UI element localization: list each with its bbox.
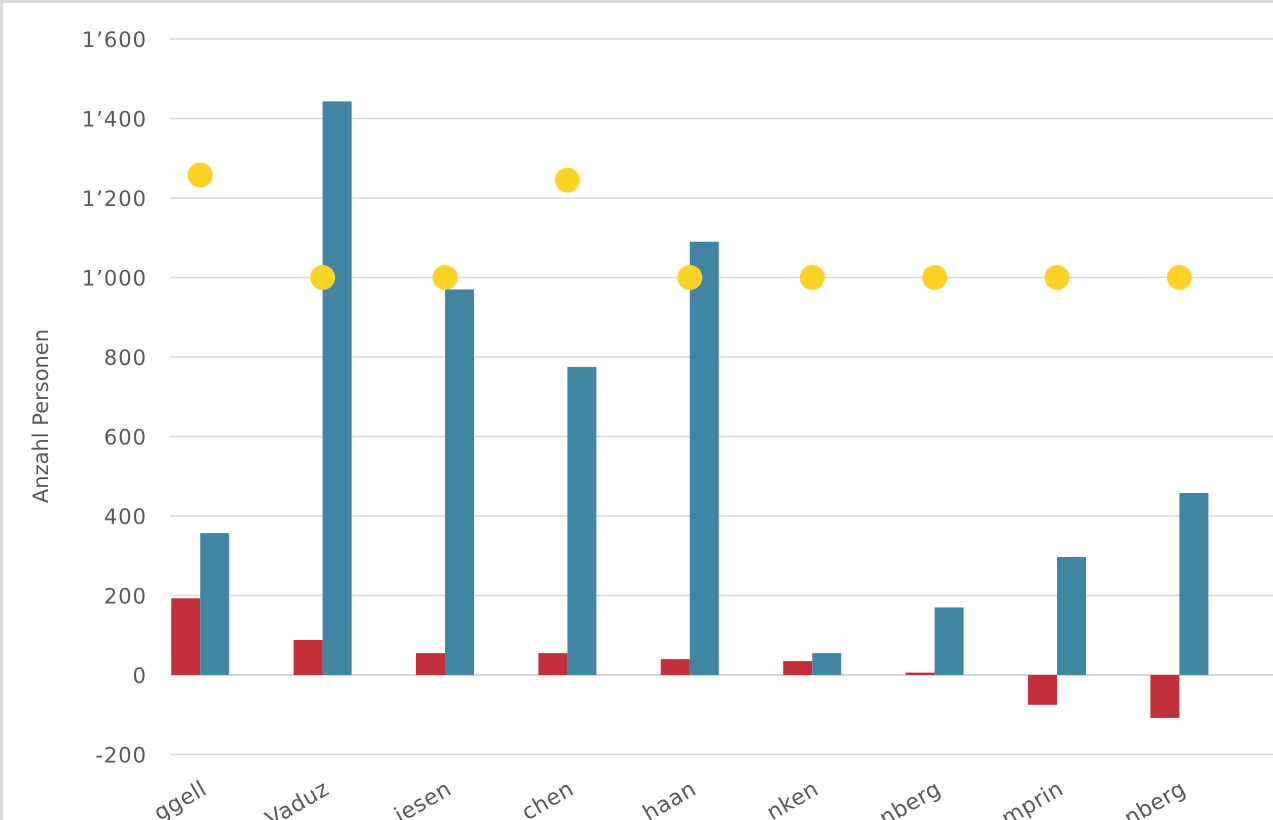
marker-series-3 — [922, 265, 948, 290]
bar-series-1 — [538, 653, 568, 675]
marker-series-3 — [1044, 265, 1070, 290]
marker-series-3 — [677, 265, 703, 290]
bar-series-1 — [1150, 675, 1180, 718]
bar-series-1 — [416, 653, 445, 675]
y-tick-label: 1’200 — [82, 187, 147, 211]
bar-series-2 — [934, 607, 964, 675]
bar-series-2 — [689, 241, 719, 675]
y-axis-ticks: -200 0 200 400 600 800 1’000 1’200 1’400 1’600 — [82, 28, 147, 768]
bar-series-2 — [200, 533, 230, 675]
gridlines — [170, 38, 1273, 756]
y-tick-label: 1’000 — [82, 267, 147, 291]
bars — [171, 101, 1209, 718]
x-axis-ticks: ggell Vaduz iesen chen haan nken nberg mprin nbe… — [150, 777, 1190, 820]
y-tick-label: 600 — [104, 426, 147, 450]
bar-series-2 — [1179, 492, 1209, 675]
bar-series-2 — [322, 101, 352, 676]
y-tick-label: 0 — [133, 664, 147, 688]
bar-series-1 — [905, 672, 935, 675]
x-tick-label: iesen — [391, 777, 456, 820]
bar-series-1 — [293, 640, 323, 675]
bar-series-2 — [1057, 556, 1086, 675]
marker-series-3 — [310, 265, 336, 290]
bar-series-1 — [171, 598, 201, 675]
x-tick-label: ggell — [150, 777, 211, 820]
y-tick-label: 1’400 — [82, 108, 147, 132]
y-tick-label: 200 — [104, 585, 147, 609]
x-tick-label: haan — [639, 777, 701, 820]
marker-series-3 — [432, 265, 458, 290]
x-tick-label: nberg — [875, 777, 945, 820]
bar-series-1 — [783, 661, 813, 675]
x-tick-label: mprin — [997, 777, 1068, 820]
x-tick-label: nken — [763, 777, 823, 820]
x-tick-label: chen — [518, 777, 579, 820]
marker-series-3 — [187, 162, 213, 188]
markers — [187, 162, 1192, 290]
y-tick-label: 1’600 — [82, 28, 147, 52]
bar-series-2 — [567, 366, 597, 675]
marker-series-3 — [1166, 265, 1192, 290]
bar-series-2 — [445, 289, 474, 675]
chart: -200 0 200 400 600 800 1’000 1’200 1’400 1’600 gg… — [29, 28, 1273, 820]
marker-series-3 — [554, 167, 580, 193]
y-axis-label: Anzahl Personen — [29, 329, 53, 503]
x-tick-label: Vaduz — [262, 777, 334, 820]
bar-series-1 — [1028, 675, 1057, 705]
y-tick-label: 800 — [104, 346, 147, 370]
bar-series-2 — [812, 653, 842, 675]
marker-series-3 — [799, 265, 825, 290]
bar-series-1 — [660, 659, 690, 675]
x-tick-label: nberg — [1120, 777, 1190, 820]
y-tick-label: -200 — [95, 744, 147, 768]
y-tick-label: 400 — [104, 505, 147, 529]
